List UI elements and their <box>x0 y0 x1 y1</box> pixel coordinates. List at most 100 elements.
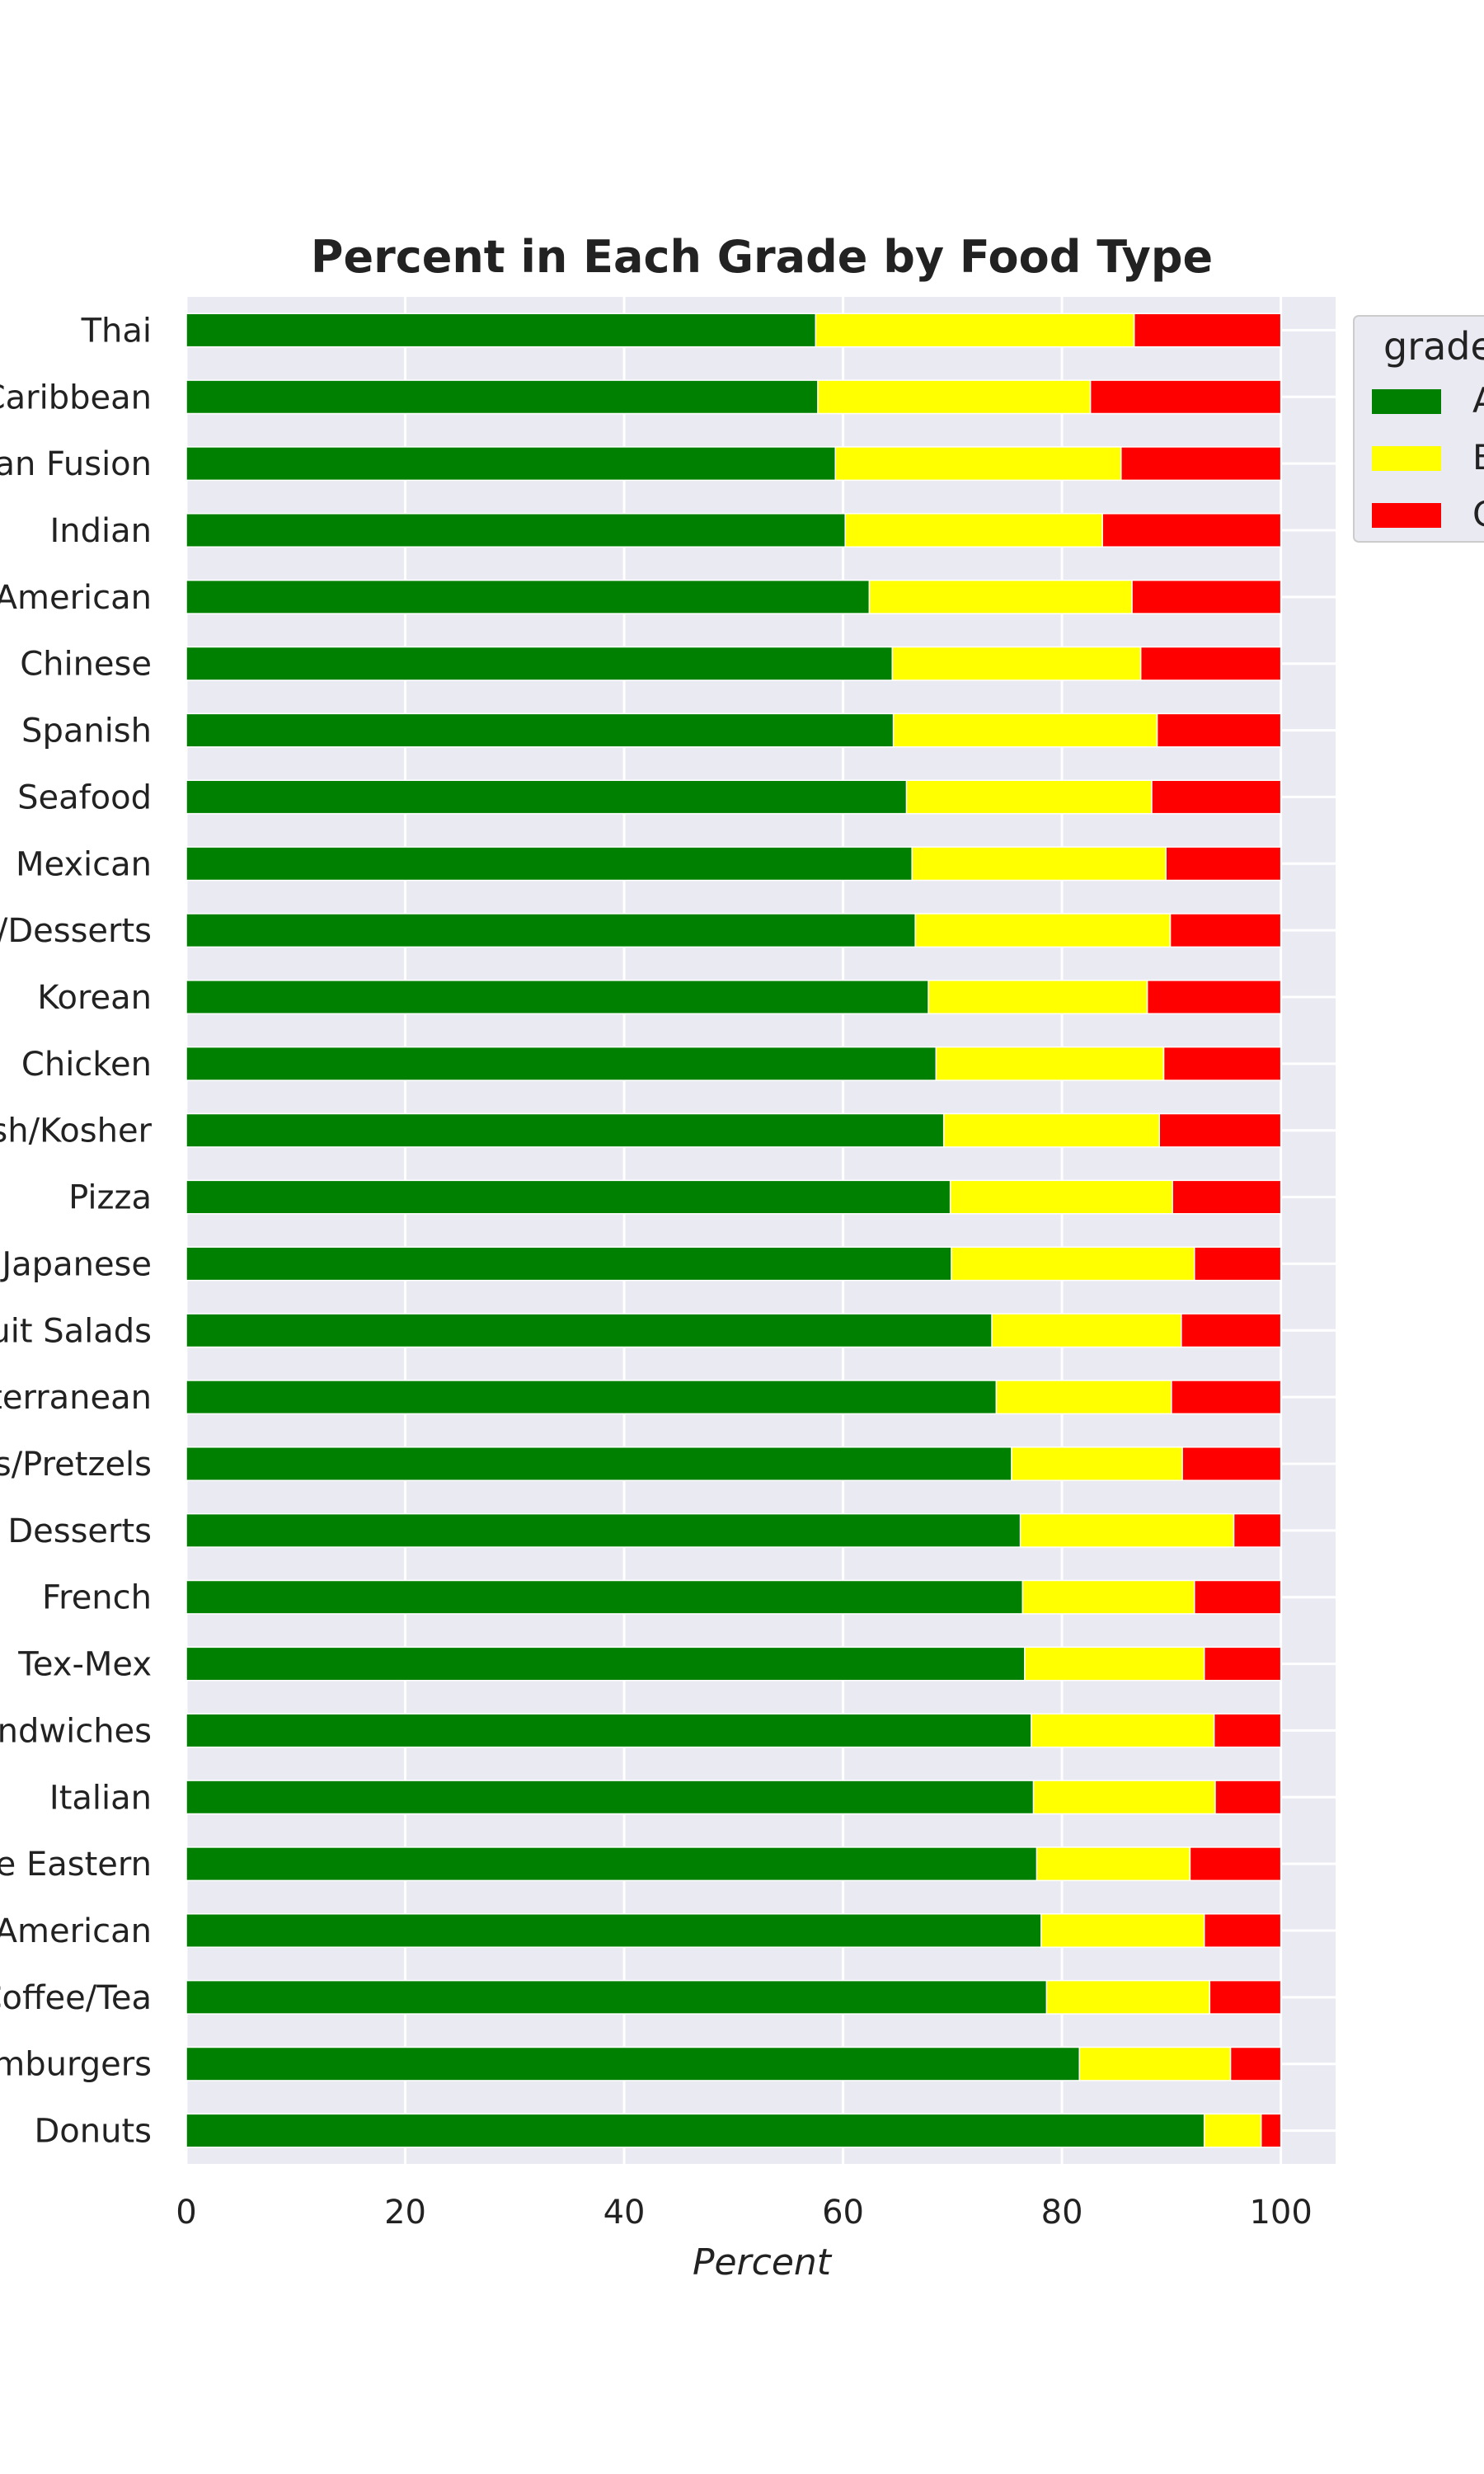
category-label: Middle Eastern <box>0 1846 152 1884</box>
bar-b-thai <box>815 313 1135 348</box>
bar-a-mediterranean <box>186 1380 998 1415</box>
bar-c-donuts <box>1260 2113 1282 2148</box>
bar-c-chicken <box>1162 1046 1282 1081</box>
bar-b-middle-eastern <box>1036 1846 1191 1882</box>
bar-a-tex-mex <box>186 1646 1026 1681</box>
category-label: Latin American <box>0 579 152 617</box>
category-label: Coffee/Tea <box>0 1979 152 2017</box>
category-label: Jewish/Kosher <box>0 1112 153 1150</box>
bar-b-italian <box>1032 1780 1216 1815</box>
category-label: Pizza <box>68 1179 152 1217</box>
bar-b-donuts <box>1203 2113 1262 2148</box>
category-label: Chinese <box>20 646 152 684</box>
bar-a-sandwiches <box>186 1713 1032 1748</box>
legend-label-a: A <box>1472 380 1484 421</box>
bar-b-fruit-salads <box>991 1313 1182 1348</box>
category-label: Mediterranean <box>0 1379 152 1417</box>
bar-c-italian <box>1214 1780 1282 1815</box>
bar-c-asian-fusion <box>1120 446 1282 482</box>
bar-a-bakery-desserts <box>186 913 916 948</box>
category-label: Asian Fusion <box>0 445 152 483</box>
category-label: Seafood <box>17 778 152 816</box>
category-label: Bakery/Desserts <box>0 912 152 950</box>
bar-c-chinese <box>1139 646 1282 681</box>
bar-c-bakery-desserts <box>1169 913 1282 948</box>
bar-b-pizza <box>949 1179 1173 1215</box>
legend-label-c: C <box>1472 494 1484 534</box>
category-label: Thai <box>81 312 152 350</box>
bar-c-fruit-salads <box>1181 1313 1282 1348</box>
bar-c-thai <box>1133 313 1282 348</box>
bar-a-hamburgers <box>186 2046 1081 2081</box>
bar-a-bagels-pretzels <box>186 1446 1012 1481</box>
bar-a-fruit-salads <box>186 1313 993 1348</box>
bar-b-mexican <box>911 846 1167 882</box>
bar-b-coffee-tea <box>1045 1979 1211 2015</box>
category-label: Sandwiches <box>0 1712 152 1750</box>
bar-c-seafood <box>1151 779 1282 815</box>
category-labels: Thai Caribbean Asian Fusion Indian Latin Ame… <box>0 312 153 2150</box>
bar-c-american <box>1203 1913 1282 1948</box>
category-label: Tex-Mex <box>17 1646 152 1684</box>
plot-background <box>186 297 1336 2164</box>
bar-b-latin-american <box>868 579 1133 614</box>
x-tick-labels: 0 20 40 60 80 100 <box>176 2194 1313 2232</box>
category-label: Bagels/Pretzels <box>0 1446 152 1484</box>
bar-b-mediterranean <box>995 1380 1172 1415</box>
bar-a-donuts <box>186 2113 1205 2148</box>
x-tick-label: 60 <box>822 2194 864 2232</box>
legend-label-b: B <box>1472 437 1484 477</box>
bar-a-chicken <box>186 1046 937 1081</box>
bar-b-bagels-pretzels <box>1011 1446 1183 1481</box>
bar-a-french <box>186 1579 1024 1615</box>
chart-title: Percent in Each Grade by Food Type <box>311 231 1213 283</box>
bar-b-hamburgers <box>1078 2046 1232 2081</box>
x-tick-label: 20 <box>384 2194 426 2232</box>
bar-b-american <box>1040 1913 1205 1948</box>
category-label: Mexican <box>16 845 152 883</box>
x-tick-label: 80 <box>1041 2194 1083 2232</box>
category-label: Spanish <box>21 713 152 750</box>
bar-b-korean <box>928 980 1148 1014</box>
bar-c-caribbean <box>1089 379 1282 415</box>
category-label: Donuts <box>35 2113 153 2151</box>
bar-a-asian-fusion <box>186 446 837 482</box>
x-axis-label: Percent <box>693 2241 833 2284</box>
legend-swatch-b <box>1372 446 1441 471</box>
x-tick-label: 0 <box>176 2194 196 2232</box>
bar-a-korean <box>186 980 929 1014</box>
plot-area <box>186 297 1336 2164</box>
bar-b-french <box>1021 1579 1195 1615</box>
bar-a-mexican <box>186 846 913 882</box>
bar-c-tex-mex <box>1203 1646 1282 1681</box>
category-label: Indian <box>49 512 152 550</box>
bar-c-jewish-kosher <box>1158 1112 1282 1148</box>
bar-c-frozen-desserts <box>1233 1512 1282 1548</box>
x-tick-label: 40 <box>603 2194 646 2232</box>
bar-b-jewish-kosher <box>942 1112 1161 1148</box>
category-label: American <box>0 1912 152 1950</box>
bar-a-indian <box>186 513 846 548</box>
bar-a-japanese <box>186 1246 952 1282</box>
bar-c-latin-american <box>1131 579 1282 614</box>
bar-a-latin-american <box>186 579 871 614</box>
bar-c-coffee-tea <box>1209 1979 1282 2015</box>
category-label: Italian <box>49 1779 152 1817</box>
bar-c-middle-eastern <box>1189 1846 1282 1882</box>
bar-c-pizza <box>1172 1179 1282 1215</box>
legend-title: grade <box>1383 324 1484 369</box>
bar-a-middle-eastern <box>186 1846 1038 1882</box>
bar-b-indian <box>844 513 1103 548</box>
category-label: Caribbean <box>0 379 152 416</box>
bar-c-mexican <box>1165 846 1282 882</box>
category-label: Korean <box>37 979 152 1017</box>
legend-frame <box>1353 315 1484 543</box>
bar-c-korean <box>1146 980 1282 1014</box>
bar-c-mediterranean <box>1171 1380 1282 1415</box>
bar-a-thai <box>186 313 817 348</box>
bar-a-spanish <box>186 713 895 748</box>
bar-c-japanese <box>1193 1246 1282 1282</box>
bar-a-jewish-kosher <box>186 1112 945 1148</box>
legend: grade ABC <box>1353 315 1484 543</box>
